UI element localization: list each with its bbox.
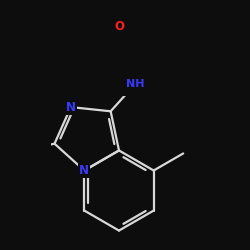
Text: O: O [114, 20, 124, 33]
Text: N: N [66, 100, 76, 114]
Text: NH: NH [126, 79, 144, 89]
Text: N: N [79, 164, 89, 177]
